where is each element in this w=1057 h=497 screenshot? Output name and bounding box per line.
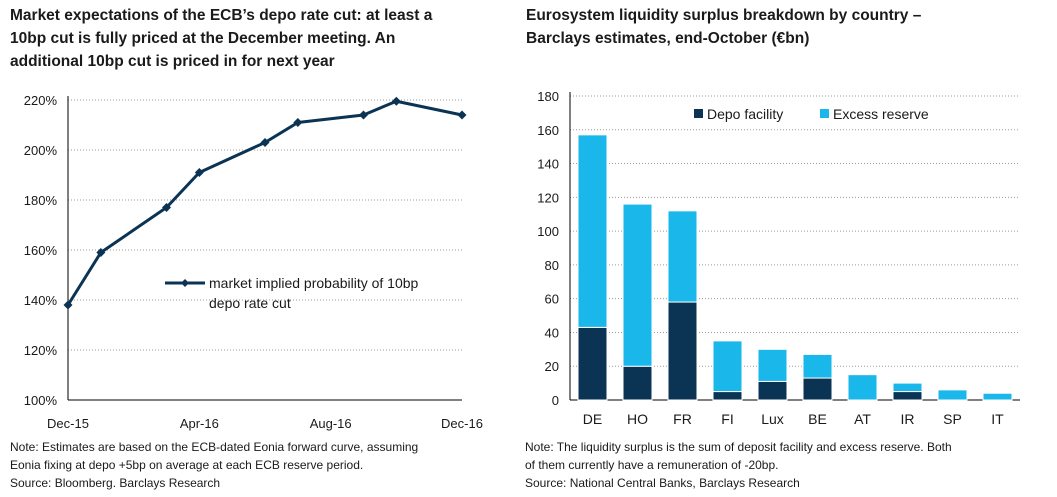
bar-depo-facility — [667, 301, 698, 401]
right-title-line: Barclays estimates, end-October (€bn) — [526, 30, 810, 47]
bar-excess-reserve — [577, 134, 608, 328]
bar-chart: 0 20 40 60 80 100 120 140 160 180 DE HO FR FI Lux BE AT I… — [537, 89, 1020, 427]
x-category-label: AT — [854, 411, 871, 427]
data-point-marker — [194, 168, 204, 177]
x-category-label: Lux — [761, 411, 784, 427]
bar-excess-reserve — [892, 382, 923, 393]
y-tick-label: 60 — [545, 292, 559, 307]
y-tick-label: 0 — [552, 393, 559, 408]
left-source-line: Source: Bloomberg. Barclays Research — [10, 476, 221, 490]
data-point-marker — [293, 118, 303, 127]
bar-excess-reserve — [847, 374, 878, 401]
y-tick-label: 120% — [24, 343, 58, 358]
right-chart-panel: Eurosystem liquidity surplus breakdown b… — [520, 0, 1057, 497]
bar-excess-reserve — [937, 389, 968, 401]
data-point-marker — [391, 96, 401, 106]
bar-excess-reserve — [757, 348, 788, 382]
data-point-marker — [457, 110, 467, 120]
x-category-label: IT — [991, 411, 1004, 427]
bar-excess-reserve — [712, 340, 743, 393]
x-category-label: SP — [943, 411, 962, 427]
bar-excess-reserve — [667, 210, 698, 303]
y-tick-label: 180% — [24, 193, 58, 208]
y-tick-label: 120 — [537, 190, 559, 205]
y-tick-label: 80 — [545, 258, 559, 273]
data-point-marker — [96, 248, 106, 257]
bar-excess-reserve — [622, 203, 653, 367]
legend-label: Excess reserve — [833, 106, 929, 122]
y-tick-label: 180 — [537, 89, 559, 104]
left-title-line: 10bp cut is fully priced at the December… — [10, 30, 396, 47]
left-note-line: Note: Estimates are based on the ECB-dat… — [10, 440, 419, 454]
x-category-label: FR — [673, 411, 692, 427]
x-category-label: DE — [583, 411, 602, 427]
x-category-label: FI — [721, 411, 733, 427]
left-note-line: Eonia fixing at depo +5bp on average at … — [10, 458, 364, 472]
left-chart-title: Market expectations of the ECB’s depo ra… — [10, 4, 480, 73]
legend-label: depo rate cut — [209, 295, 291, 311]
data-point-marker — [359, 110, 368, 120]
right-source-line: Source: National Central Banks, Barclays… — [525, 476, 800, 490]
y-tick-label: 20 — [545, 359, 559, 374]
x-tick-label: Aug-16 — [310, 416, 352, 431]
x-tick-label: Dec-15 — [47, 416, 89, 431]
left-title-line: additional 10bp cut is priced in for nex… — [10, 53, 335, 70]
right-chart-title: Eurosystem liquidity surplus breakdown b… — [526, 4, 996, 50]
bar-depo-facility — [577, 326, 608, 401]
right-chart-note: Note: The liquidity surplus is the sum o… — [525, 438, 1025, 492]
y-tick-label: 100 — [537, 224, 559, 239]
bar-depo-facility — [892, 391, 923, 401]
legend-swatch-excess — [820, 109, 829, 118]
bar-depo-facility — [757, 380, 788, 401]
right-title-line: Eurosystem liquidity surplus breakdown b… — [526, 7, 922, 24]
legend-label: Depo facility — [707, 106, 783, 122]
y-tick-label: 160% — [24, 243, 58, 258]
data-point-marker — [162, 203, 171, 212]
y-tick-label: 40 — [545, 325, 559, 340]
bar-depo-facility — [712, 391, 743, 401]
y-tick-label: 200% — [24, 143, 58, 158]
y-tick-label: 140 — [537, 157, 559, 172]
x-category-label: IR — [901, 411, 915, 427]
left-chart-note: Note: Estimates are based on the ECB-dat… — [10, 438, 500, 492]
x-tick-label: Apr-16 — [180, 416, 219, 431]
x-tick-label: Dec-16 — [441, 416, 483, 431]
line-chart: 100% 120% 140% 160% 180% 200% 220% Dec-15 Apr-16… — [24, 93, 483, 431]
bar-depo-facility — [802, 377, 833, 401]
y-tick-label: 220% — [24, 93, 58, 108]
bar-excess-reserve — [802, 353, 833, 379]
right-note-line: Note: The liquidity surplus is the sum o… — [525, 440, 952, 454]
legend-swatch-depo — [694, 109, 703, 118]
left-title-line: Market expectations of the ECB’s depo ra… — [10, 7, 433, 24]
y-tick-label: 100% — [24, 393, 58, 408]
legend-marker — [181, 279, 189, 287]
bar-excess-reserve — [982, 392, 1013, 401]
y-tick-label: 160 — [537, 123, 559, 138]
x-category-label: BE — [808, 411, 827, 427]
left-chart-panel: Market expectations of the ECB’s depo ra… — [0, 0, 520, 497]
right-note-line: of them currently have a remuneration of… — [525, 458, 779, 472]
data-point-marker — [63, 300, 73, 310]
legend-label: market implied probability of 10bp — [209, 275, 419, 291]
x-category-label: HO — [627, 411, 648, 427]
bar-depo-facility — [622, 365, 653, 401]
data-point-marker — [260, 138, 270, 147]
y-tick-label: 140% — [24, 293, 58, 308]
